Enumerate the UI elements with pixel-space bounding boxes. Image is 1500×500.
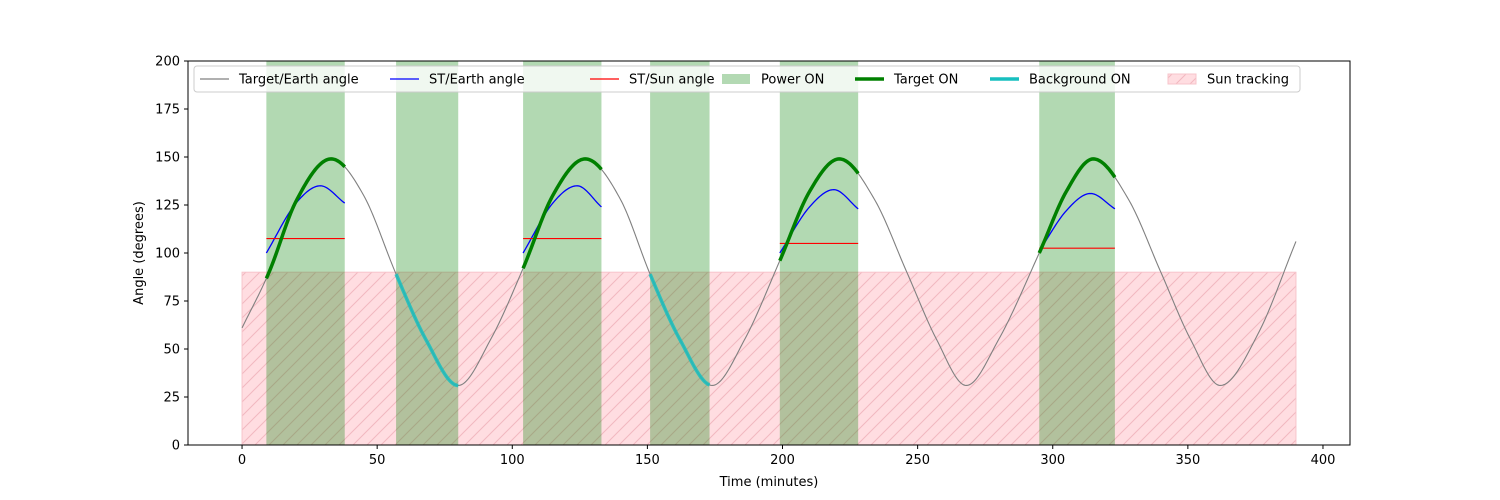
background-on-segment (648, 273, 711, 387)
legend: Target/Earth angle ST/Earth angle ST/Sun a… (193, 65, 1301, 93)
x-tick-label: 150 (635, 453, 660, 468)
x-tick-label: 100 (500, 453, 525, 468)
x-axis-label: Time (minutes) (719, 475, 819, 490)
st-earth-angle-segment (522, 185, 602, 254)
y-tick-label: 200 (155, 55, 180, 70)
target-on-segment (1037, 157, 1117, 254)
x-tick-label: 350 (1175, 453, 1200, 468)
series-layer (241, 157, 1297, 388)
st-earth-angle-segment (265, 185, 346, 254)
target-on-segment (778, 157, 860, 262)
x-tick-label: 50 (369, 453, 386, 468)
x-tick-label: 0 (238, 453, 246, 468)
legend-label: Target ON (893, 73, 958, 88)
target-on-segment (521, 157, 603, 270)
legend-label: Sun tracking (1207, 73, 1289, 88)
legend-label: ST/Earth angle (429, 73, 525, 88)
legend-label: Power ON (761, 73, 824, 88)
legend-label: Target/Earth angle (238, 73, 359, 88)
y-tick-label: 125 (155, 199, 180, 214)
legend-item: Power ON (722, 73, 824, 88)
legend-item: Sun tracking (1167, 73, 1289, 88)
legend-swatch (722, 74, 750, 84)
x-tick-label: 250 (905, 453, 930, 468)
power-on-band (1039, 61, 1115, 445)
background-on-segment (394, 273, 459, 388)
legend-item: ST/Earth angle (390, 73, 525, 88)
sun-tracking-layer (241, 271, 1297, 445)
y-tick-label: 0 (172, 439, 180, 454)
st-earth-angle-segment (1038, 192, 1116, 252)
legend-label: Background ON (1029, 73, 1131, 88)
power-on-band (396, 61, 459, 445)
y-tick-label: 25 (163, 391, 180, 406)
x-axis: 0 50 100 150 200 250 300 350 400 (238, 445, 1335, 468)
power-on-band (266, 61, 345, 445)
y-axis: 0 25 50 75 100 125 150 175 200 (155, 55, 188, 454)
legend-item: Background ON (990, 73, 1131, 88)
y-tick-label: 150 (155, 151, 180, 166)
y-tick-label: 100 (155, 247, 180, 262)
legend-label: ST/Sun angle (629, 73, 715, 88)
x-tick-label: 300 (1040, 453, 1065, 468)
y-tick-label: 175 (155, 103, 180, 118)
power-on-band (650, 61, 710, 445)
legend-item: Target/Earth angle (200, 73, 359, 88)
power-on-band (523, 61, 602, 445)
power-on-band (779, 61, 859, 445)
sun-tracking-region (241, 271, 1297, 445)
y-tick-label: 75 (163, 295, 180, 310)
x-tick-label: 200 (770, 453, 795, 468)
power-on-layer (266, 61, 1115, 445)
legend-item: ST/Sun angle (590, 73, 715, 88)
legend-swatch (1167, 73, 1197, 85)
target-on-segment (264, 157, 346, 280)
legend-item: Target ON (855, 73, 958, 88)
x-tick-label: 400 (1311, 453, 1336, 468)
y-axis-label: Angle (degrees) (132, 201, 147, 305)
y-tick-label: 50 (163, 343, 180, 358)
